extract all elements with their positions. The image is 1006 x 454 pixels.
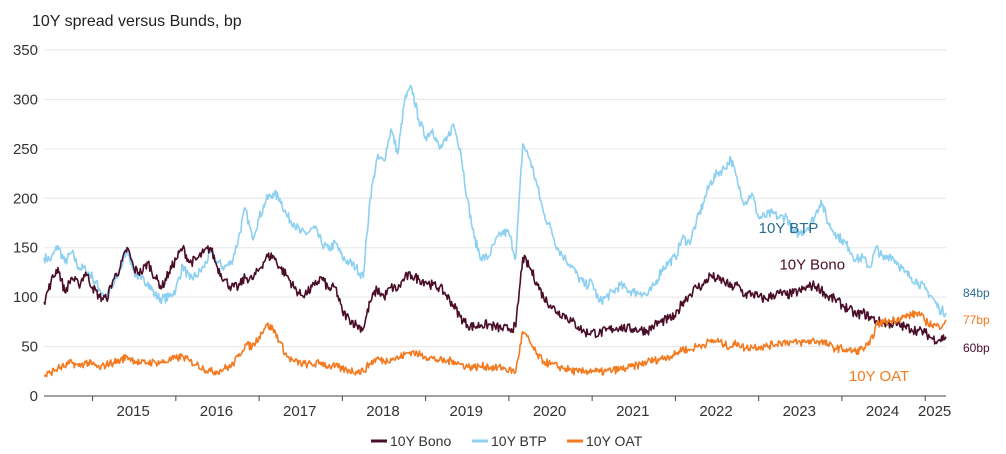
legend: 10Y Bono 10Y BTP 10Y OAT xyxy=(371,433,643,449)
y-tick-label: 350 xyxy=(13,42,38,59)
legend-label-oat: 10Y OAT xyxy=(586,433,643,449)
gridlines xyxy=(44,49,946,348)
y-tick-label: 300 xyxy=(13,91,38,108)
x-tick-label: 2015 xyxy=(117,403,150,420)
x-axis-ticks: 2015 2016 2017 2018 2019 2020 2021 2022 2023 2024… xyxy=(92,396,951,420)
x-tick-label: 2022 xyxy=(699,403,732,420)
end-value-label: 77bp xyxy=(963,313,990,327)
x-tick-label: 2021 xyxy=(616,403,649,420)
x-tick-label: 2020 xyxy=(533,403,566,420)
x-tick-label: 2018 xyxy=(366,403,399,420)
x-tick-label: 2023 xyxy=(783,403,816,420)
y-tick-label: 200 xyxy=(13,190,38,207)
y-tick-label: 0 xyxy=(30,388,38,405)
chart-title: 10Y spread versus Bunds, bp xyxy=(32,13,242,30)
y-tick-label: 50 xyxy=(21,339,38,356)
y-tick-label: 100 xyxy=(13,289,38,306)
x-tick-label: 2025 xyxy=(918,403,951,420)
legend-label-btp: 10Y BTP xyxy=(491,433,547,449)
x-tick-label: 2016 xyxy=(200,403,233,420)
end-value-label: 84bp xyxy=(963,286,990,300)
series-annotation: 10Y Bono xyxy=(779,256,845,273)
x-tick-label: 2024 xyxy=(866,403,899,420)
y-tick-label: 150 xyxy=(13,240,38,257)
x-tick-label: 2019 xyxy=(450,403,483,420)
series-line-btp xyxy=(43,84,947,318)
series-line-oat xyxy=(43,310,947,378)
series-lines xyxy=(43,84,947,378)
y-tick-label: 250 xyxy=(13,141,38,158)
legend-label-bono: 10Y Bono xyxy=(390,433,451,449)
series-annotation: 10Y BTP xyxy=(759,220,819,237)
annotations: 10Y BTP 10Y Bono 10Y OAT 84bp 77bp 60bp xyxy=(759,220,990,385)
end-value-label: 60bp xyxy=(963,341,990,355)
y-axis-ticks: 0 50 100 150 200 250 300 350 xyxy=(13,42,38,405)
x-tick-label: 2017 xyxy=(283,403,316,420)
series-annotation: 10Y OAT xyxy=(849,368,909,385)
series-line-bono xyxy=(43,244,947,345)
